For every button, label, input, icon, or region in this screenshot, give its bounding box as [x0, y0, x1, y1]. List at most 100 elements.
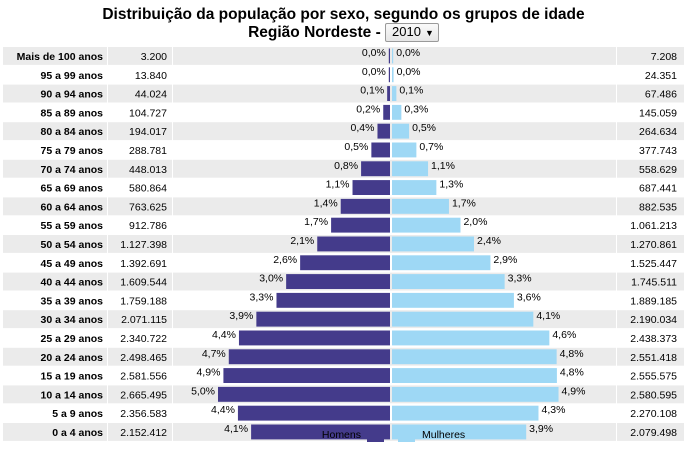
legend-men-label: Homens [322, 429, 361, 441]
men-percent-label: 4,9% [196, 367, 220, 379]
chart-legend: Homens Mulheres [322, 427, 465, 442]
age-group-label: 75 a 79 anos [41, 145, 104, 157]
men-value-label: 3.200 [141, 51, 167, 63]
men-percent-label: 0,1% [360, 85, 384, 97]
year-select[interactable]: 2010 ▼ [385, 23, 439, 42]
bar-men [223, 368, 390, 383]
men-value-label: 44.024 [135, 89, 167, 101]
women-value-cell [617, 159, 684, 178]
bar-women [392, 386, 559, 402]
women-value-label: 1.745.511 [631, 277, 677, 289]
women-percent-label: 0,3% [404, 103, 428, 115]
age-group-label: 65 a 69 anos [41, 183, 104, 195]
age-label-cell [3, 122, 107, 141]
men-value-cell [108, 272, 172, 291]
men-value-label: 13.840 [135, 70, 167, 82]
women-value-label: 687.441 [639, 183, 677, 195]
women-value-cell [617, 291, 684, 310]
age-group-label: 60 a 64 anos [41, 201, 104, 213]
age-label-cell [3, 347, 107, 366]
men-value-label: 2.340.722 [120, 333, 167, 345]
age-label-cell [3, 235, 107, 253]
bar-women [392, 217, 461, 233]
men-percent-label: 2,6% [273, 254, 297, 266]
men-value-cell [108, 366, 172, 385]
age-group-label: 45 a 49 anos [41, 258, 104, 270]
men-value-cell [108, 141, 172, 159]
men-value-cell [108, 253, 172, 272]
bar-women [392, 424, 527, 440]
men-value-label: 104.727 [129, 107, 167, 119]
age-group-label: 15 a 19 anos [41, 371, 104, 383]
bar-women [392, 104, 402, 120]
men-value-cell [108, 291, 172, 310]
women-percent-label: 0,1% [399, 85, 423, 97]
age-group-label: 70 a 74 anos [41, 164, 104, 176]
chart-title: Distribuição da população por sexo, segu… [102, 6, 585, 23]
men-value-label: 763.625 [129, 201, 167, 213]
age-group-label: 55 a 59 anos [41, 220, 104, 232]
bar-men [218, 386, 390, 402]
bar-women [392, 48, 394, 64]
age-label-cell [3, 310, 107, 329]
bar-women [392, 236, 475, 252]
bar-women [392, 198, 449, 214]
women-value-label: 1.889.185 [630, 295, 677, 307]
bar-women [392, 255, 491, 271]
women-value-label: 1.525.447 [630, 258, 677, 270]
bar-men [300, 255, 390, 271]
women-percent-label: 1,1% [431, 160, 455, 172]
age-label-cell [3, 385, 107, 404]
bar-women [392, 123, 410, 139]
women-percent-label: 2,9% [493, 254, 517, 266]
women-value-label: 24.351 [645, 70, 677, 82]
age-group-label: 0 a 4 anos [52, 427, 103, 439]
age-label-cell [3, 291, 107, 310]
men-value-cell [108, 47, 172, 65]
age-group-label: 90 a 94 anos [41, 89, 104, 101]
men-value-label: 580.864 [129, 183, 167, 195]
age-label-cell [3, 103, 107, 122]
bar-men [388, 67, 390, 83]
women-value-label: 2.079.498 [630, 427, 677, 439]
men-percent-label: 1,1% [326, 179, 350, 191]
women-percent-label: 0,0% [396, 47, 420, 59]
age-group-label: 5 a 9 anos [52, 408, 103, 420]
women-percent-label: 1,3% [439, 179, 463, 191]
men-percent-label: 4,4% [212, 329, 236, 341]
age-group-label: 30 a 34 anos [41, 314, 104, 326]
women-percent-label: 2,4% [477, 235, 501, 247]
men-value-cell [108, 329, 172, 347]
age-label-cell [3, 272, 107, 291]
bar-women [392, 180, 437, 195]
women-percent-label: 0,0% [397, 66, 421, 78]
age-label-cell [3, 329, 107, 347]
women-value-label: 2.555.575 [630, 371, 677, 383]
women-value-label: 1.061.213 [630, 220, 677, 232]
women-percent-label: 3,9% [529, 423, 553, 435]
age-label-cell [3, 141, 107, 159]
men-value-label: 1.759.188 [120, 295, 167, 307]
women-percent-label: 3,3% [508, 273, 532, 285]
age-label-cell [3, 178, 107, 197]
men-value-label: 2.356.583 [120, 408, 167, 420]
age-group-label: 35 a 39 anos [41, 295, 104, 307]
chart-subtitle: Região Nordeste - 2010 ▼ [0, 23, 687, 43]
men-value-cell [108, 216, 172, 235]
bar-women [392, 274, 505, 289]
age-group-label: 95 a 99 anos [41, 70, 104, 82]
age-label-cell [3, 197, 107, 216]
men-value-label: 194.017 [129, 126, 167, 138]
men-percent-label: 4,7% [202, 348, 226, 360]
men-percent-label: 3,9% [229, 310, 253, 322]
men-value-label: 2.498.465 [120, 352, 167, 364]
women-value-cell [617, 235, 684, 253]
men-value-cell [108, 159, 172, 178]
men-value-cell [108, 197, 172, 216]
women-percent-label: 4,3% [541, 404, 565, 416]
women-percent-label: 4,8% [560, 367, 584, 379]
men-percent-label: 2,1% [290, 235, 314, 247]
bar-women [392, 292, 514, 308]
legend-men-swatch [367, 427, 384, 442]
women-value-cell [617, 329, 684, 347]
